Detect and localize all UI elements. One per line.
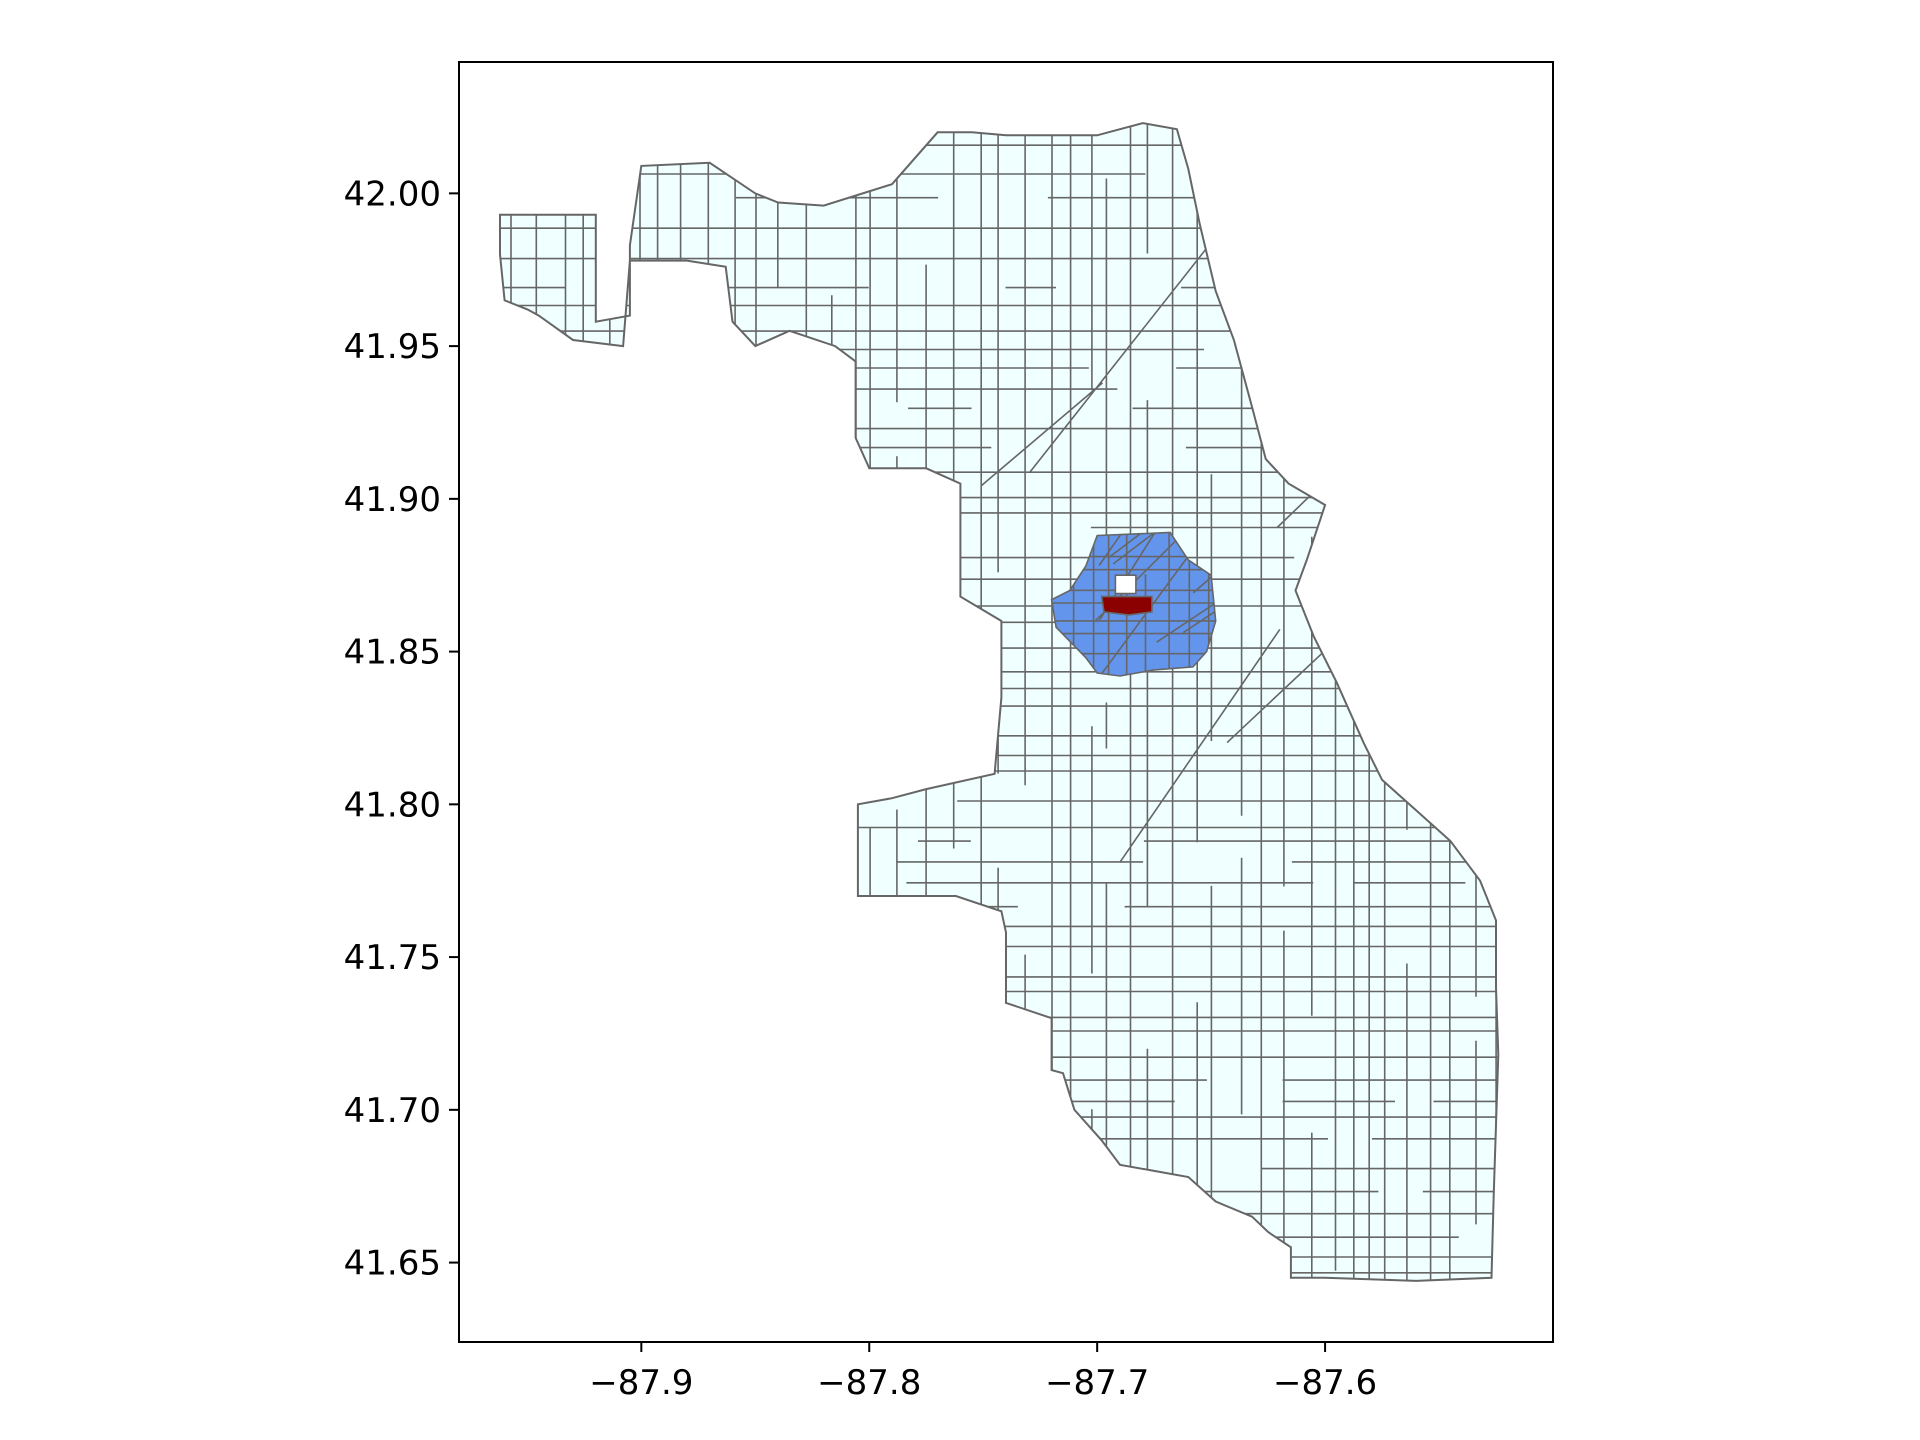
y-tick-label: 41.85 xyxy=(344,633,441,673)
y-tick-label: 41.90 xyxy=(344,480,441,520)
city-boundary-edge xyxy=(499,122,1500,1282)
x-tick-label: −87.7 xyxy=(1045,1363,1149,1403)
y-tick-label: 42.00 xyxy=(344,174,441,214)
x-tick-label: −87.6 xyxy=(1273,1363,1377,1403)
y-axis: 42.00 41.95 41.90 41.85 41.80 41.75 41.70 41.65 xyxy=(344,174,459,1284)
y-tick-label: 41.65 xyxy=(344,1244,441,1284)
x-tick-label: −87.8 xyxy=(817,1363,921,1403)
axes-frame xyxy=(458,61,1554,1343)
y-tick-label: 41.95 xyxy=(344,327,441,367)
notch-tract xyxy=(1114,574,1137,595)
city-boundary xyxy=(500,123,1499,1281)
map-layer xyxy=(499,122,1500,1282)
x-tick-label: −87.9 xyxy=(589,1363,693,1403)
y-tick-label: 41.75 xyxy=(344,938,441,978)
y-tick-label: 41.70 xyxy=(344,1091,441,1131)
x-axis: −87.9 −87.8 −87.7 −87.6 xyxy=(589,1342,1377,1403)
y-tick-label: 41.80 xyxy=(344,785,441,825)
focus-tract xyxy=(1100,595,1153,616)
